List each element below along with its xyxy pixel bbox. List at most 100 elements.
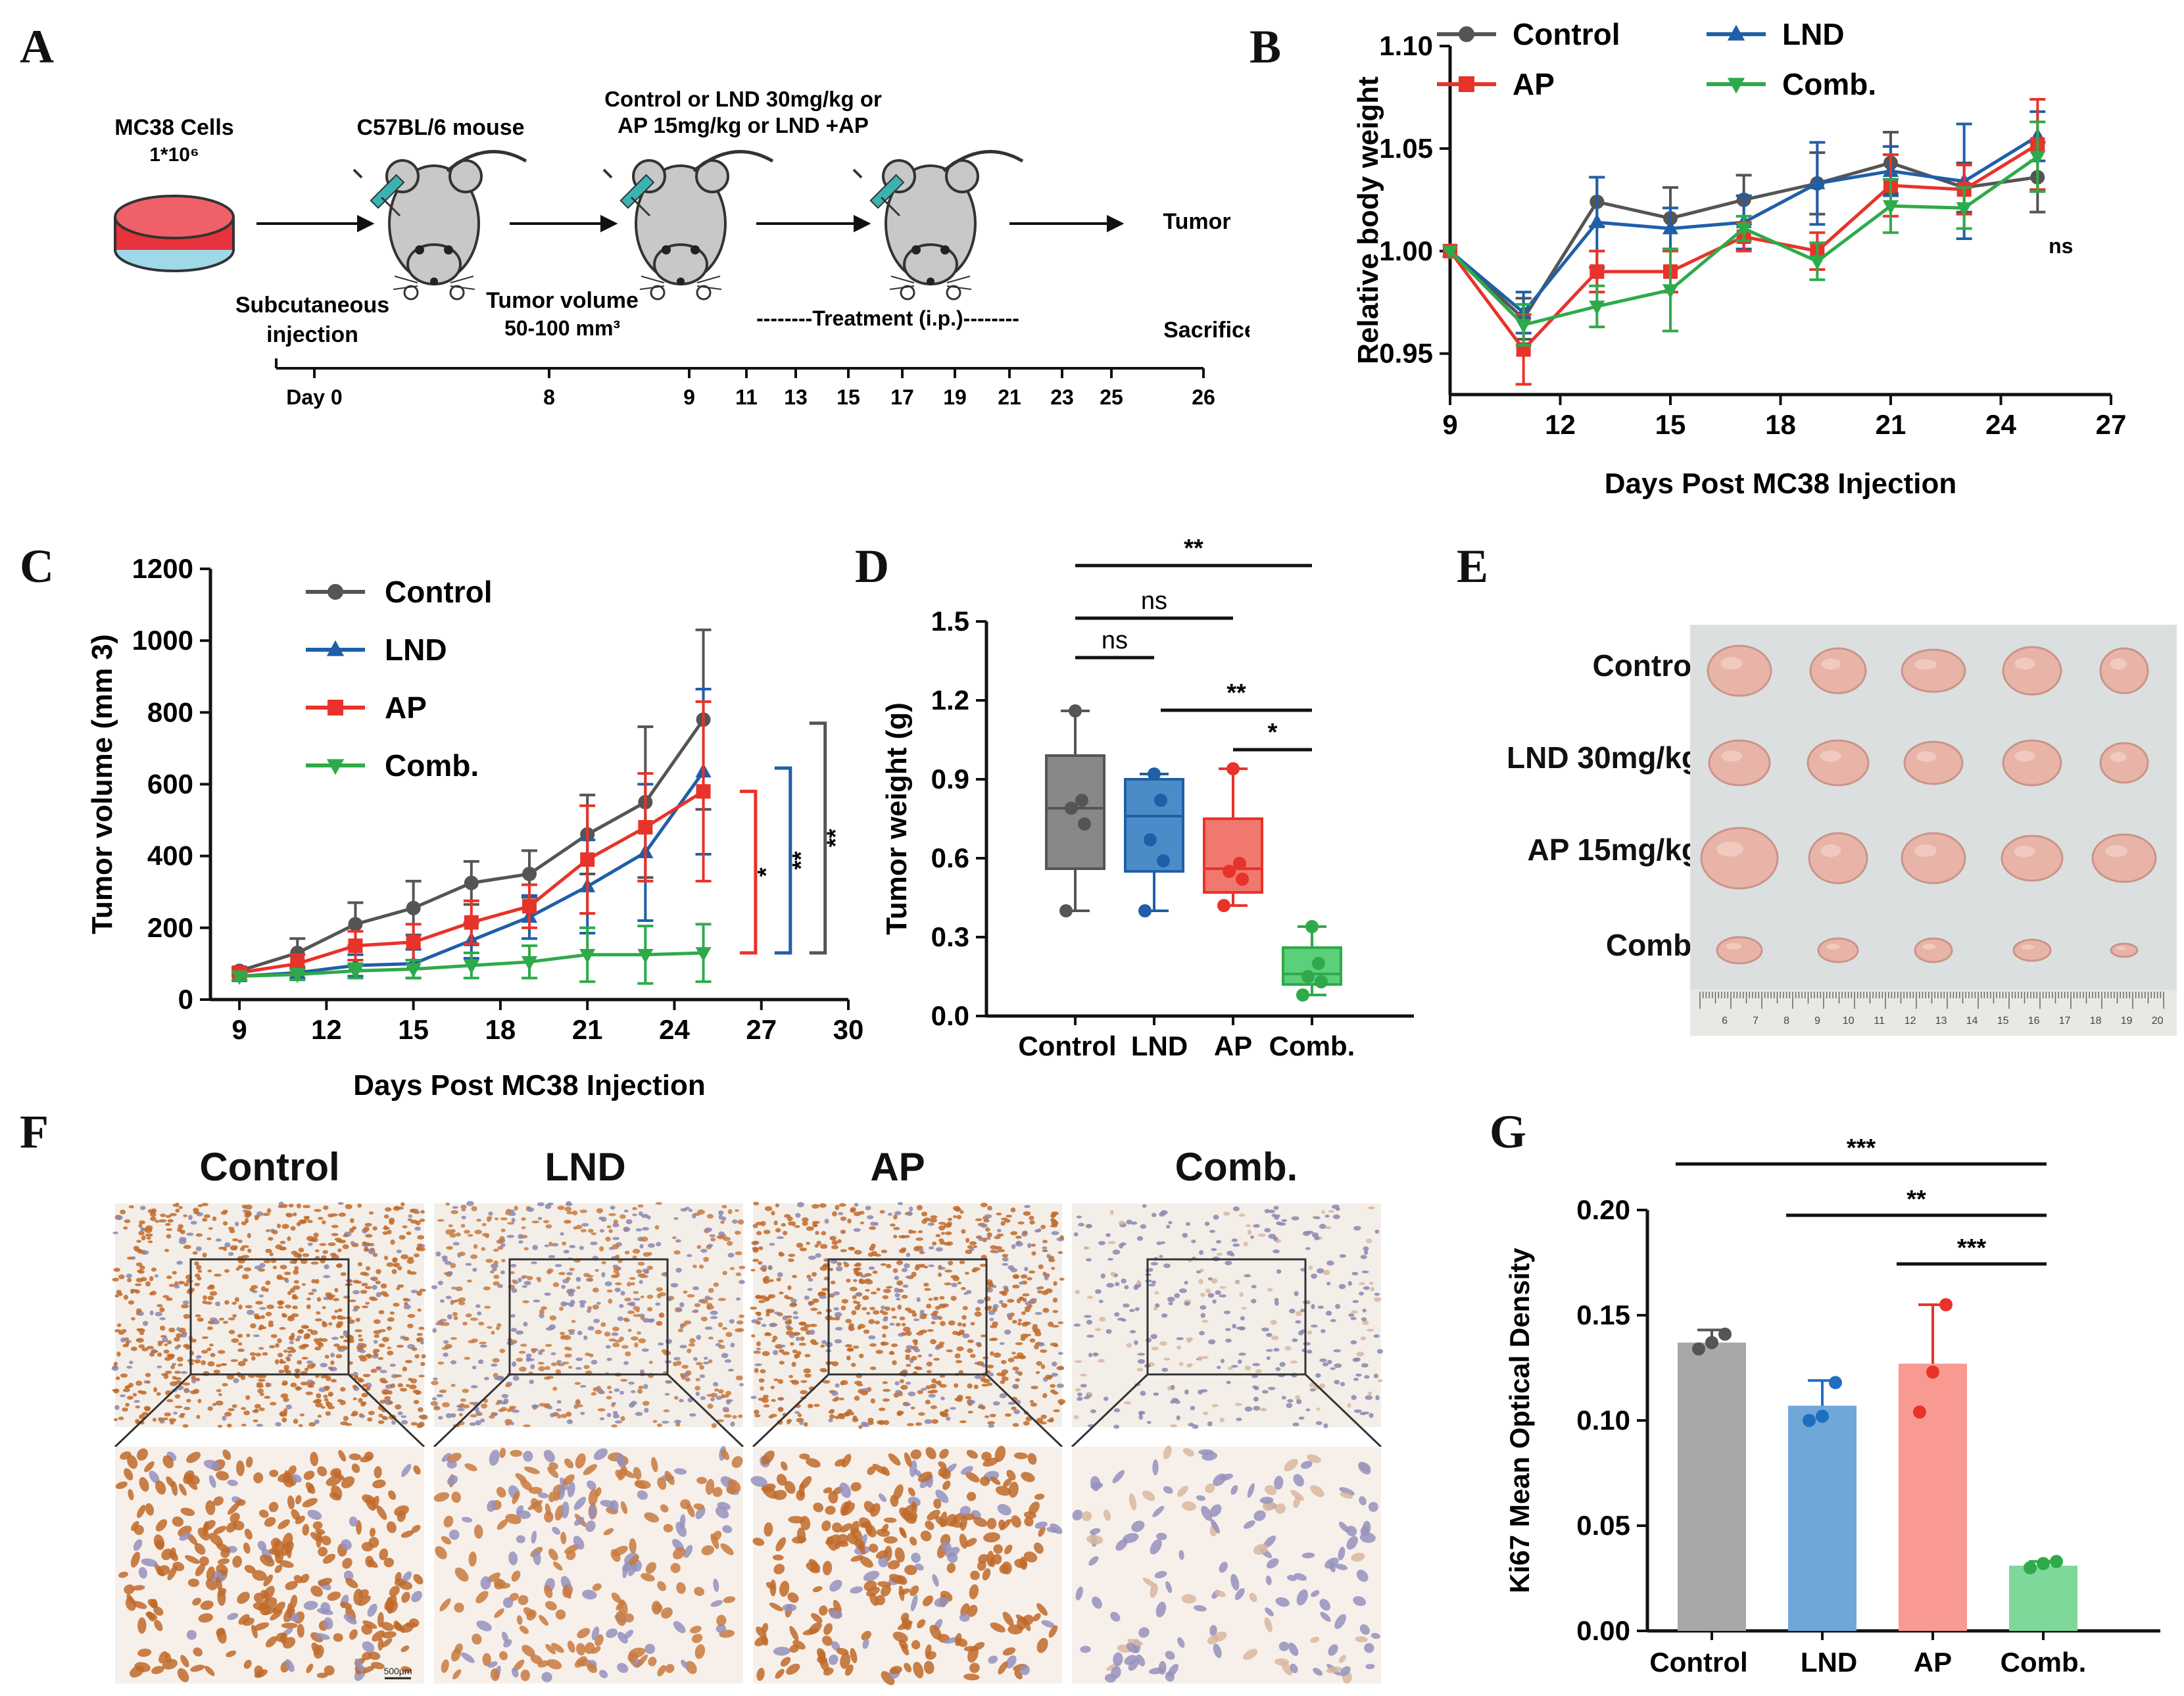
ihc-nucleus	[930, 1383, 937, 1389]
y-tick-label: 0.05	[1576, 1510, 1630, 1541]
ihc-nucleus	[901, 1294, 908, 1299]
ihc-nucleus	[114, 1294, 120, 1298]
y-tick-label: 1000	[132, 625, 193, 656]
ihc-nucleus	[270, 1401, 277, 1406]
ihc-nucleus	[792, 1274, 797, 1278]
ihc-nucleus	[379, 1370, 387, 1374]
ihc-nucleus	[1002, 1257, 1009, 1262]
ihc-nucleus	[1200, 1305, 1207, 1310]
ihc-nucleus	[500, 1270, 505, 1274]
ihc-nucleus	[152, 1417, 157, 1422]
box-point	[1065, 802, 1078, 815]
ihc-cell	[285, 1581, 298, 1590]
ihc-nucleus	[596, 1301, 601, 1305]
ihc-cell	[756, 1626, 767, 1638]
ihc-nucleus	[1044, 1275, 1049, 1280]
ihc-cell	[330, 1468, 342, 1478]
ihc-cell	[792, 1639, 806, 1650]
ihc-cell	[925, 1644, 932, 1657]
ihc-nucleus	[228, 1330, 235, 1334]
ihc-nucleus	[366, 1266, 371, 1271]
ihc-nucleus	[545, 1366, 550, 1370]
ihc-cell	[145, 1503, 155, 1516]
ihc-nucleus	[944, 1269, 952, 1273]
tumor-sample	[2002, 739, 2062, 787]
ihc-nucleus	[711, 1423, 717, 1428]
ihc-cell	[1075, 1586, 1083, 1601]
box-point	[1233, 857, 1246, 870]
ihc-cell	[317, 1466, 328, 1477]
ihc-cell	[877, 1581, 892, 1587]
panel-label-f: F	[20, 1105, 49, 1158]
ihc-nucleus	[455, 1286, 463, 1292]
ihc-nucleus	[303, 1215, 310, 1219]
ihc-nucleus	[484, 1305, 491, 1309]
ihc-nucleus	[1017, 1322, 1022, 1326]
ihc-nucleus	[281, 1203, 288, 1208]
ihc-cell	[828, 1654, 838, 1665]
ihc-nucleus	[1350, 1317, 1357, 1320]
ihc-nucleus	[840, 1380, 848, 1386]
ihc-nucleus	[854, 1305, 861, 1311]
ihc-cell	[611, 1592, 621, 1603]
ihc-nucleus	[905, 1275, 911, 1278]
ihc-nucleus	[1347, 1280, 1352, 1286]
ihc-nucleus	[973, 1245, 977, 1248]
ihc-cell	[1243, 1649, 1258, 1660]
ihc-cell	[872, 1463, 887, 1475]
ihc-cell	[193, 1647, 203, 1657]
ihc-nucleus	[337, 1248, 342, 1253]
ihc-nucleus	[1088, 1353, 1093, 1357]
ihc-nucleus	[383, 1225, 388, 1230]
ihc-nucleus	[1244, 1274, 1251, 1278]
ihc-nucleus	[201, 1360, 206, 1365]
ihc-nucleus	[732, 1219, 738, 1224]
ihc-nucleus	[228, 1408, 235, 1411]
ihc-nucleus	[1159, 1341, 1167, 1346]
ihc-nucleus	[206, 1237, 212, 1240]
ihc-nucleus	[625, 1351, 631, 1357]
ihc-nucleus	[1073, 1415, 1079, 1420]
ihc-nucleus	[209, 1291, 218, 1296]
ihc-nucleus	[1012, 1367, 1019, 1371]
ihc-cell	[1006, 1470, 1016, 1480]
ihc-nucleus	[1077, 1397, 1083, 1401]
ihc-nucleus	[1231, 1238, 1238, 1242]
ihc-nucleus	[227, 1423, 232, 1428]
ihc-nucleus	[1010, 1231, 1018, 1236]
ihc-nucleus	[377, 1420, 385, 1424]
ihc-cell	[992, 1553, 1002, 1565]
ihc-nucleus	[822, 1265, 828, 1268]
ihc-nucleus	[1051, 1267, 1056, 1271]
zoom-line	[433, 1373, 511, 1448]
ihc-cell	[841, 1453, 852, 1468]
box-point	[1236, 873, 1249, 886]
panel-label-a: A	[20, 20, 54, 73]
ihc-cell	[673, 1621, 686, 1634]
ihc-nucleus	[446, 1273, 452, 1277]
ihc-nucleus	[1023, 1420, 1030, 1426]
ihc-cell	[1050, 1523, 1063, 1534]
ihc-nucleus	[657, 1423, 662, 1428]
ihc-nucleus	[531, 1221, 540, 1224]
tumor-highlight	[1914, 844, 1937, 858]
ihc-nucleus	[443, 1352, 449, 1357]
ihc-cell	[1209, 1625, 1217, 1636]
ihc-cell	[1310, 1636, 1320, 1643]
ihc-nucleus	[1350, 1340, 1357, 1345]
panel-label-c: C	[20, 540, 54, 593]
ihc-nucleus	[416, 1338, 420, 1343]
box-point	[1154, 794, 1167, 807]
ihc-nucleus	[164, 1370, 172, 1374]
ihc-nucleus	[815, 1253, 821, 1258]
ihc-cell	[343, 1570, 354, 1581]
ihc-nucleus	[1017, 1319, 1023, 1322]
ihc-cell	[665, 1664, 675, 1674]
ihc-nucleus	[1166, 1224, 1171, 1229]
ihc-nucleus	[656, 1242, 662, 1247]
box-point	[1148, 767, 1161, 781]
ihc-nucleus	[575, 1367, 582, 1370]
ihc-nucleus	[928, 1297, 933, 1301]
ihc-nucleus	[821, 1288, 829, 1292]
ihc-nucleus	[396, 1287, 400, 1290]
